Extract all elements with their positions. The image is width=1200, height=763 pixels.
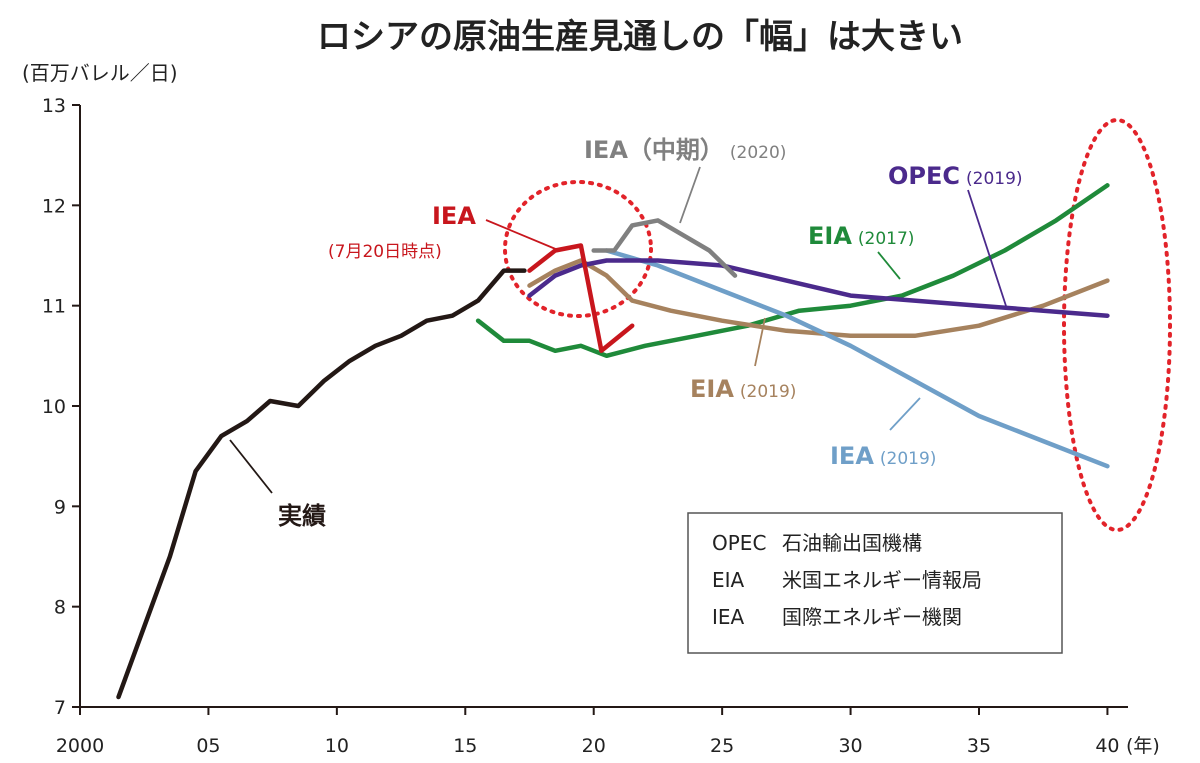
series-line-4 xyxy=(475,183,1110,359)
label-iea-jul-bold: IEA xyxy=(432,202,476,230)
legend-desc-iea: 国際エネルギー機関 xyxy=(782,605,962,629)
label-actual-bold: 実績 xyxy=(278,502,326,530)
series-layer xyxy=(116,183,1110,700)
highlight-ellipse-2020 xyxy=(503,180,653,318)
series-line-3 xyxy=(527,258,1110,318)
y-tick-label: 11 xyxy=(42,296,66,318)
highlight-ellipse-2040 xyxy=(1062,118,1172,532)
legend-abbr-iea: IEA xyxy=(712,605,745,629)
leader-lines xyxy=(229,166,1008,494)
leader-line-iea-mid xyxy=(679,166,701,224)
leader-line-iea-jul xyxy=(485,219,559,251)
series-line-1 xyxy=(527,243,635,354)
y-tick-label: 8 xyxy=(54,597,66,619)
x-axis-unit: (年) xyxy=(1126,735,1160,757)
label-eia2019-bold: EIA xyxy=(690,375,734,403)
label-iea2019-year: (2019) xyxy=(880,449,937,469)
leader-line-iea2019 xyxy=(889,397,921,431)
x-tick-label: 40 xyxy=(1095,735,1119,757)
label-opec: OPEC (2019) xyxy=(888,162,1023,190)
legend-abbr-opec: OPEC xyxy=(712,531,766,555)
label-eia2019: EIA (2019) xyxy=(690,375,796,403)
legend: OPEC 石油輸出国機構 EIA 米国エネルギー情報局 IEA 国際エネルギー機… xyxy=(687,512,1063,654)
label-iea2019-bold: IEA xyxy=(830,442,874,470)
y-tick-label: 12 xyxy=(42,195,66,217)
legend-desc-eia: 米国エネルギー情報局 xyxy=(782,568,982,592)
label-opec-year: (2019) xyxy=(966,169,1023,189)
leader-line-opec xyxy=(967,189,1008,310)
label-opec-bold: OPEC xyxy=(888,162,960,190)
y-tick-label: 9 xyxy=(54,496,66,518)
label-iea-mid-bold: IEA（中期） xyxy=(584,136,724,164)
y-tick-label: 13 xyxy=(42,95,66,117)
series-line-6 xyxy=(604,248,1110,469)
x-tick-label: 2000 xyxy=(56,735,104,757)
series-line-0 xyxy=(116,268,527,700)
x-tick-label: 05 xyxy=(196,735,220,757)
x-tick-label: 15 xyxy=(453,735,477,757)
label-eia2017-year: (2017) xyxy=(858,229,915,249)
label-eia2017-bold: EIA xyxy=(808,222,852,250)
leader-line-eia2017 xyxy=(877,251,901,280)
label-iea-jul: IEA xyxy=(432,202,476,230)
leader-line-eia2019 xyxy=(754,317,766,367)
x-tick-label: 20 xyxy=(582,735,606,757)
x-tick-label: 35 xyxy=(967,735,991,757)
label-eia2017: EIA (2017) xyxy=(808,222,914,250)
x-ticks: 2000 05 10 15 20 25 30 35 40 xyxy=(56,707,1120,757)
legend-desc-opec: 石油輸出国機構 xyxy=(782,531,922,555)
leader-line-actual xyxy=(229,439,273,494)
series-line-2 xyxy=(591,218,738,278)
label-iea2019: IEA (2019) xyxy=(830,442,936,470)
legend-box xyxy=(687,512,1063,654)
series-line-5 xyxy=(527,258,1110,339)
x-tick-label: 30 xyxy=(838,735,862,757)
x-tick-label: 10 xyxy=(325,735,349,757)
legend-abbr-eia: EIA xyxy=(712,568,745,592)
label-iea-mid-year: (2020) xyxy=(730,143,787,163)
chart-title: ロシアの原油生産見通しの「幅」は大きい xyxy=(317,17,963,57)
label-eia2019-year: (2019) xyxy=(740,382,797,402)
label-actual: 実績 xyxy=(278,502,326,530)
y-tick-label: 10 xyxy=(42,396,66,418)
y-ticks: 7 8 9 10 11 12 13 xyxy=(42,95,80,719)
y-axis-unit: (百万バレル／日) xyxy=(22,61,178,85)
label-iea-jul-note: (7月20日時点) xyxy=(328,242,442,262)
x-tick-label: 25 xyxy=(710,735,734,757)
y-tick-label: 7 xyxy=(54,697,66,719)
label-iea-mid: IEA（中期） (2020) xyxy=(584,136,786,164)
